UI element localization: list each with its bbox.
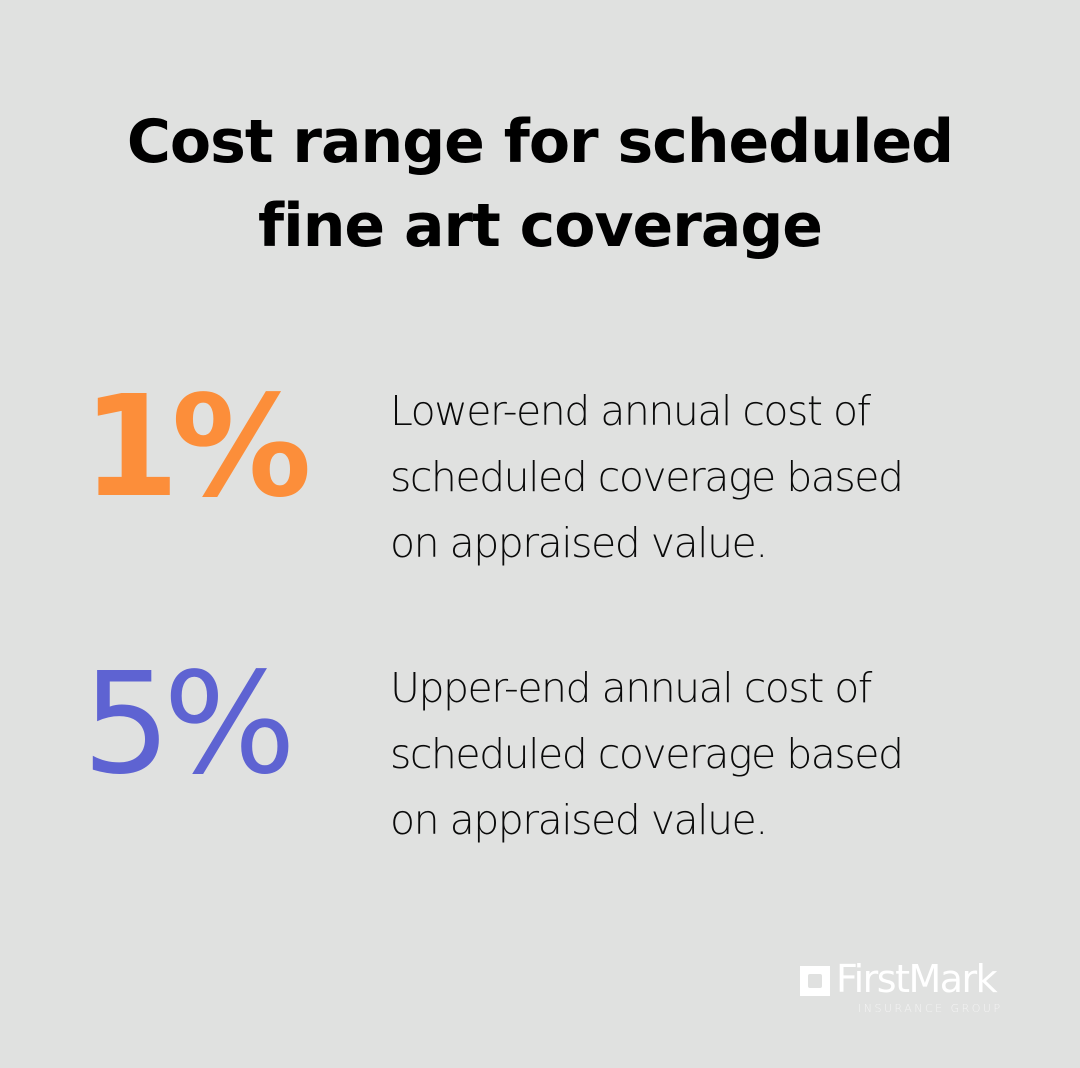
firstmark-logo: FirstMark INSURANCE GROUP [800,957,1035,1022]
square-logo-icon [800,966,830,996]
description-line: on appraised value. [390,519,768,567]
title-line-2: fine art coverage [258,191,823,261]
description-line: on appraised value. [390,796,768,844]
logo-subtitle: INSURANCE GROUP [858,1002,1003,1015]
stat-description-low: Lower-end annual cost of scheduled cover… [390,378,1030,576]
title-line-1: Cost range for scheduled [126,107,954,177]
page-title: Cost range for scheduled fine art covera… [0,100,1080,268]
stat-lower-end: 1% Lower-end annual cost of scheduled co… [0,378,1080,598]
description-line: Lower-end annual cost of [390,387,871,435]
stat-upper-end: 5% Upper-end annual cost of scheduled co… [0,655,1080,875]
logo-name: FirstMark [836,957,998,1001]
stat-value-low: 1% [82,366,312,529]
stat-description-high: Upper-end annual cost of scheduled cover… [390,655,1030,853]
description-line: Upper-end annual cost of [390,664,872,712]
stat-value-high: 5% [82,643,296,806]
description-line: scheduled coverage based [390,730,904,778]
description-line: scheduled coverage based [390,453,904,501]
